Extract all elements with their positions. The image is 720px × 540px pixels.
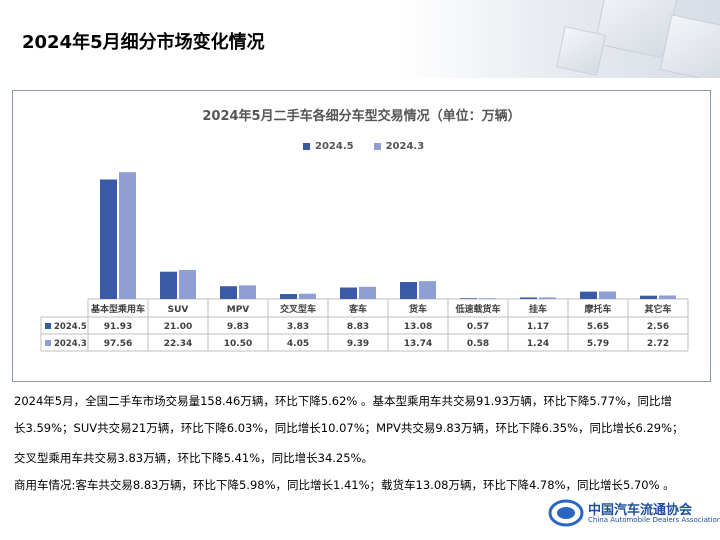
logo-name: 中国汽车流通协会	[588, 503, 693, 518]
header-band	[0, 0, 720, 78]
legend-item-series-a: 2024.5	[303, 141, 354, 152]
description-line: 交叉型乘用车共交易3.83万辆，环比下降5.41%，同比增长34.25%。	[14, 451, 373, 465]
bar-series-a	[460, 298, 477, 299]
bar-series-a	[160, 271, 177, 299]
logo-emblem-icon	[548, 499, 584, 527]
description-line: 2024年5月，全国二手车市场交易量158.46万辆，环比下降5.62% 。基本…	[14, 394, 672, 408]
bar-series-a	[100, 179, 117, 299]
category-label: 挂车	[529, 303, 547, 315]
chart-legend: 2024.5 2024.3	[303, 141, 424, 152]
bar-series-b	[299, 293, 316, 299]
category-label: 交叉型车	[280, 303, 316, 315]
data-label: 13.74	[404, 339, 432, 349]
bar-series-b	[179, 269, 196, 299]
data-label: 2.56	[647, 322, 669, 332]
data-label: 2.72	[647, 339, 669, 349]
legend-label-series-a: 2024.5	[315, 141, 354, 152]
description-line: 商用车情况:客车共交易8.83万辆，环比下降5.98%，同比增长1.41%；载货…	[14, 478, 675, 492]
category-label: 其它车	[644, 303, 671, 315]
bar-chart: 基本型乘用车 SUV MPV 交叉型车 客车 货车 低速载货车 挂车 摩托车 其它车 2024.5 9…	[40, 172, 689, 352]
bar-series-b	[419, 281, 436, 299]
bar-series-b	[359, 286, 376, 299]
category-label: 货车	[409, 303, 427, 315]
association-logo: 中国汽车流通协会 China Automobile Dealers Associ…	[548, 496, 720, 532]
table-legend-swatch	[45, 323, 51, 329]
category-label: 基本型乘用车	[90, 303, 145, 315]
bar-series-b	[239, 285, 256, 299]
page-title: 2024年5月细分市场变化情况	[22, 32, 265, 53]
data-label: 22.34	[164, 339, 192, 349]
category-label: 摩托车	[584, 303, 611, 315]
bar-series-a	[220, 286, 237, 299]
data-label: 8.83	[347, 322, 369, 332]
bar-series-a	[580, 291, 597, 299]
bar-series-a	[280, 294, 297, 299]
legend-label-series-b: 2024.3	[385, 141, 425, 152]
table-series-label: 2024.5	[54, 322, 87, 332]
data-label: 5.65	[587, 322, 609, 332]
chart-title: 2024年5月二手车各细分车型交易情况（单位：万辆）	[202, 109, 521, 124]
data-label: 9.83	[227, 322, 249, 332]
bar-series-b	[599, 291, 616, 299]
category-label: 客车	[348, 303, 367, 315]
legend-swatch-series-a	[303, 143, 310, 150]
data-label: 13.08	[404, 322, 432, 332]
bar-series-b	[119, 172, 136, 299]
data-label: 1.24	[527, 339, 549, 349]
data-label: 0.58	[467, 339, 489, 349]
data-label: 10.50	[224, 339, 252, 349]
category-label: SUV	[168, 305, 189, 315]
bar-series-a	[340, 287, 357, 299]
legend-item-series-b: 2024.3	[373, 141, 425, 152]
bar-series-b	[659, 295, 676, 299]
table-series-label: 2024.3	[54, 339, 87, 349]
data-label: 4.05	[287, 339, 309, 349]
bar-series-a	[520, 297, 537, 299]
legend-swatch-series-b	[373, 143, 381, 150]
table-legend-swatch	[45, 340, 51, 346]
data-label: 0.57	[467, 322, 489, 332]
data-label: 9.39	[347, 339, 369, 349]
data-label: 97.56	[104, 339, 132, 349]
data-label: 1.17	[527, 322, 549, 332]
category-label: 低速载货车	[454, 303, 500, 315]
bar-series-a	[400, 281, 417, 299]
description-line: 长3.59%；SUV共交易21万辆，环比下降6.03%，同比增长10.07%；M…	[14, 421, 684, 435]
bar-series-b	[479, 298, 496, 299]
bar-series-a	[640, 295, 657, 299]
decorative-cube	[659, 14, 720, 78]
logo-subtitle: China Automobile Dealers Association	[588, 516, 720, 524]
decorative-cube	[556, 26, 606, 76]
chart-frame: 2024年5月二手车各细分车型交易情况（单位：万辆） 2024.5 2024.3…	[12, 90, 711, 382]
data-label: 21.00	[164, 322, 192, 332]
data-label: 5.79	[587, 339, 609, 349]
bar-series-b	[539, 297, 556, 299]
data-label: 91.93	[104, 322, 132, 332]
data-label: 3.83	[287, 322, 309, 332]
category-label: MPV	[227, 305, 250, 315]
